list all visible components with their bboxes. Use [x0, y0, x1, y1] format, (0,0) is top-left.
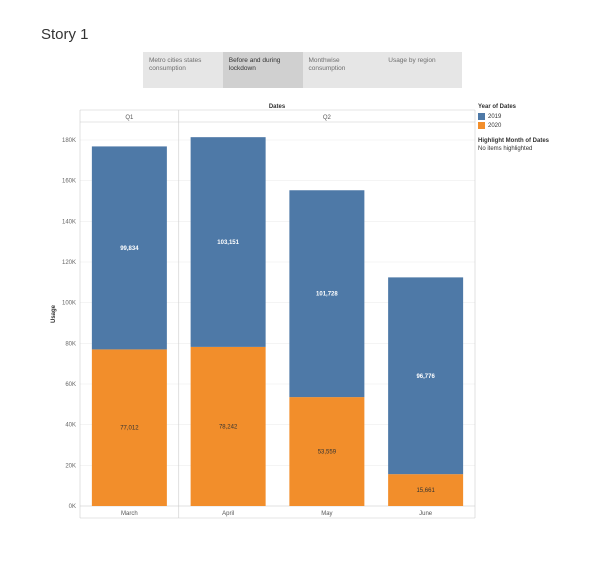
highlight-title: Highlight Month of Dates: [478, 138, 549, 144]
data-label-may-2020: 53,559: [318, 450, 337, 456]
story-title: Story 1: [41, 26, 89, 43]
quarter-label-q2: Q2: [323, 115, 332, 121]
y-tick-label: 120K: [62, 260, 76, 266]
bar-june-2019: [388, 277, 464, 475]
x-tick-label-may: May: [321, 511, 332, 517]
data-label-march-2019: 99,834: [120, 246, 139, 252]
legend: Year of Dates 2019 2020 Highlight Month …: [478, 104, 598, 152]
legend-swatch-2020: [478, 122, 485, 129]
quarter-label-q1: Q1: [125, 115, 134, 121]
legend-item-2019[interactable]: 2019: [478, 112, 598, 121]
data-label-april-2019: 103,151: [217, 240, 239, 246]
bar-june-2020: [388, 474, 464, 506]
y-tick-label: 100K: [62, 301, 76, 307]
y-tick-label: 60K: [65, 382, 76, 388]
x-tick-label-june: June: [419, 511, 433, 517]
legend-label-2019: 2019: [488, 113, 502, 120]
bar-march-2019: [91, 146, 167, 350]
data-label-may-2019: 101,728: [316, 292, 338, 298]
bar-may-2019: [289, 190, 365, 398]
legend-swatch-2019: [478, 113, 485, 120]
y-tick-label: 140K: [62, 219, 76, 225]
legend-title: Year of Dates: [478, 104, 517, 110]
bar-april-2019: [190, 137, 266, 347]
story-point-metro-cities[interactable]: Metro cities states consumption: [143, 52, 223, 88]
y-tick-label: 80K: [65, 341, 76, 347]
x-tick-label-march: March: [121, 511, 138, 517]
y-tick-label: 20K: [65, 463, 76, 469]
chart-title: Dates: [269, 104, 286, 110]
data-label-april-2020: 78,242: [219, 424, 238, 430]
legend-label-2020: 2020: [488, 122, 502, 129]
y-tick-label: 40K: [65, 423, 76, 429]
bar-may-2020: [289, 397, 365, 506]
data-label-june-2020: 15,661: [416, 488, 435, 494]
x-tick-label-april: April: [222, 511, 234, 517]
bar-april-2020: [190, 346, 266, 506]
highlight-value[interactable]: No items highlighted: [478, 146, 533, 152]
bar-march-2020: [91, 349, 167, 506]
story-point-usage-by-region[interactable]: Usage by region: [382, 52, 462, 88]
data-label-june-2019: 96,776: [416, 374, 435, 380]
story-navigator: Metro cities states consumption Before a…: [143, 52, 462, 88]
legend-item-2020[interactable]: 2020: [478, 121, 598, 130]
story-point-monthwise[interactable]: Monthwise consumption: [302, 52, 383, 88]
data-label-march-2020: 77,012: [120, 426, 139, 432]
y-axis-title: Usage: [51, 304, 57, 323]
story-point-before-during-lockdown[interactable]: Before and during lockdown: [222, 52, 303, 88]
y-tick-label: 180K: [62, 138, 76, 144]
y-tick-label: 160K: [62, 179, 76, 185]
y-tick-label: 0K: [69, 504, 76, 510]
